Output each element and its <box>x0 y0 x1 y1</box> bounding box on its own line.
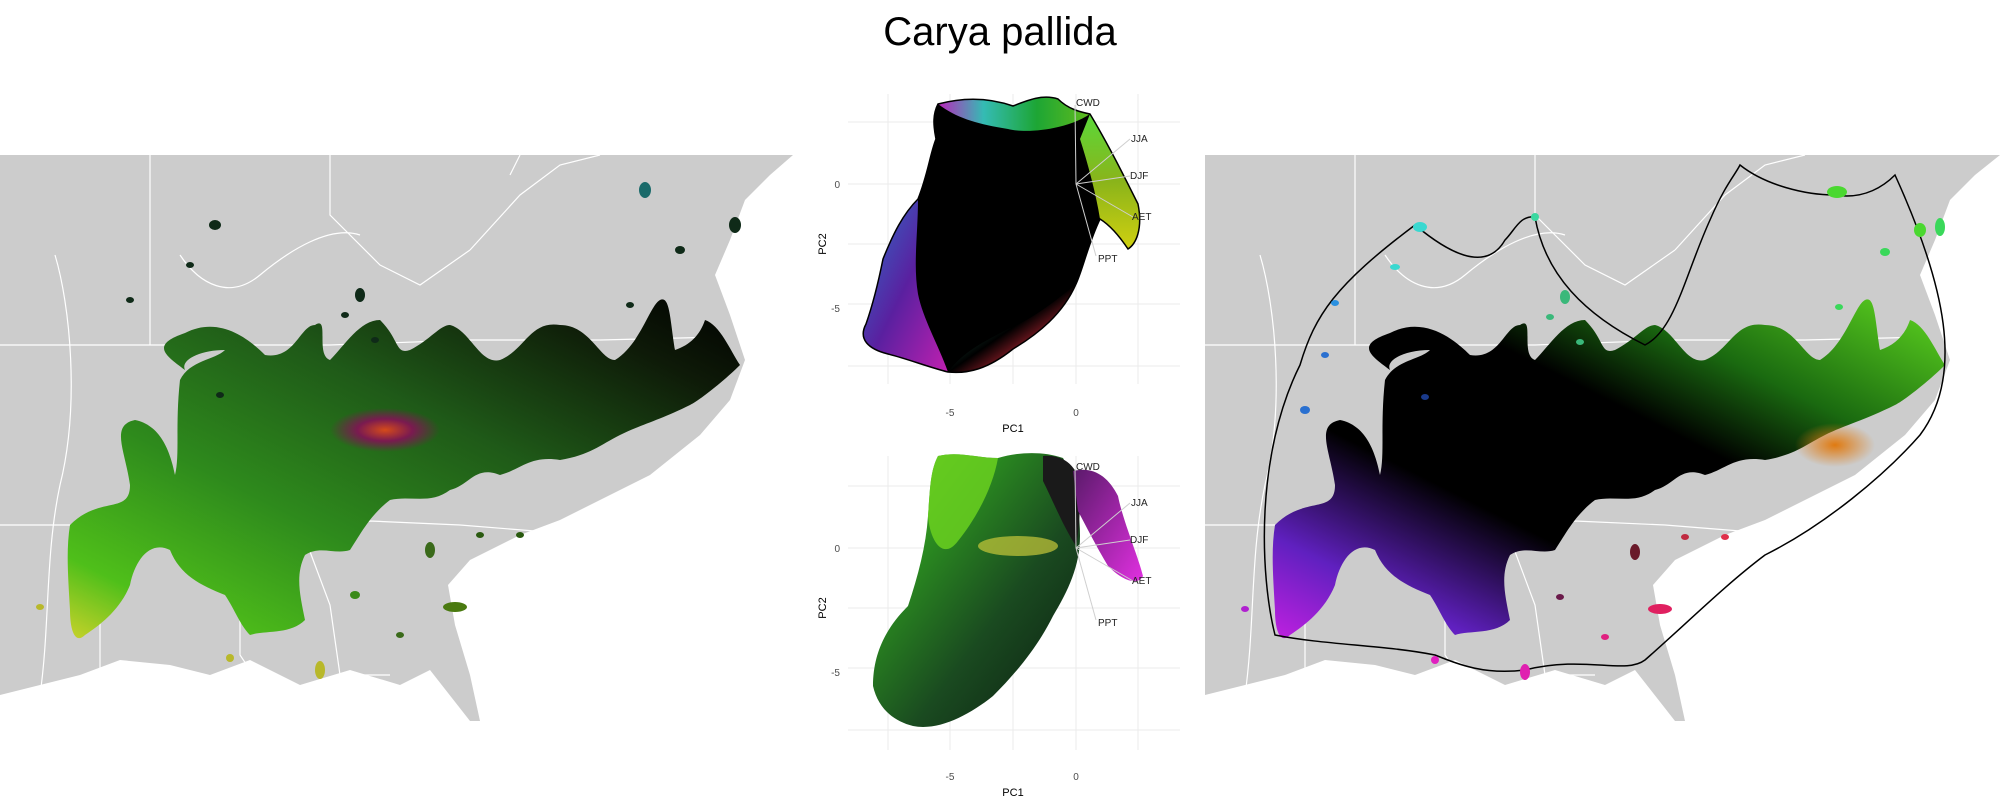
vector-label-cwd-bottom: CWD <box>1076 462 1100 473</box>
pca-top-panel: CWD JJA DJF AET PPT -5 0 0 -5 PC1 PC2 <box>818 84 1190 434</box>
loading-vectors-top <box>1074 104 1134 257</box>
figure-title: Carya pallida <box>883 10 1117 54</box>
vector-label-jja: JJA <box>1131 134 1148 145</box>
pca-bottom-bright-green <box>928 454 998 550</box>
y-tick-top-neg5: -5 <box>831 304 840 315</box>
pca-top-edge-lower <box>948 284 1076 373</box>
left-map-panel <box>0 155 793 721</box>
species-range-left <box>67 299 740 639</box>
y-tick-top-0: 0 <box>834 180 840 191</box>
outlier-patches-right <box>1241 186 1945 680</box>
vector-label-ppt: PPT <box>1098 254 1117 265</box>
species-range-right <box>1272 299 1945 639</box>
pca-bottom-dark-cluster <box>1043 455 1080 546</box>
left-map <box>0 155 793 721</box>
y-axis-label-top: PC2 <box>818 233 829 254</box>
range-hotspot <box>330 408 440 452</box>
pca-bottom-yellow-band <box>978 536 1058 556</box>
x-axis-label-top: PC1 <box>1002 423 1023 434</box>
vector-label-aet: AET <box>1132 212 1151 223</box>
loading-vectors-bottom <box>1074 468 1134 621</box>
y-axis-label-bottom: PC2 <box>818 597 829 618</box>
vector-label-djf: DJF <box>1130 171 1148 182</box>
x-tick-bottom-neg5: -5 <box>946 772 955 783</box>
pca-bottom-purple-cluster <box>1073 469 1143 582</box>
atlantic-ocean <box>448 155 793 721</box>
pca-cloud-bottom <box>873 453 1080 727</box>
pca-top-plot: CWD JJA DJF AET PPT -5 0 0 -5 PC1 PC2 <box>818 94 1180 434</box>
pca-bottom-panel: CWD JJA DJF AET PPT -5 0 0 -5 PC1 PC2 <box>818 446 1190 800</box>
right-map-panel <box>1205 155 2000 721</box>
pca-top-edge-right <box>1080 114 1140 249</box>
vector-label-jja-bottom: JJA <box>1131 498 1148 509</box>
vector-label-djf-bottom: DJF <box>1130 535 1148 546</box>
vector-label-aet-bottom: AET <box>1132 576 1151 587</box>
right-map <box>1205 155 2000 721</box>
range-orange-zone <box>1795 423 1875 467</box>
x-tick-top-neg5: -5 <box>946 408 955 419</box>
pca-cloud-top <box>863 97 1140 373</box>
outlier-patches-left <box>36 182 741 679</box>
pca-top-edge-left <box>863 199 948 372</box>
pca-hull-top <box>862 96 1141 374</box>
pca-bottom-plot: CWD JJA DJF AET PPT -5 0 0 -5 PC1 PC2 <box>818 453 1180 799</box>
x-axis-label-bottom: PC1 <box>1002 787 1023 799</box>
pca-top-edge-upper <box>938 97 1090 131</box>
x-tick-top-0: 0 <box>1073 408 1079 419</box>
y-tick-bottom-0: 0 <box>834 544 840 555</box>
x-tick-bottom-0: 0 <box>1073 772 1079 783</box>
vector-label-cwd: CWD <box>1076 98 1100 109</box>
y-tick-bottom-neg5: -5 <box>831 668 840 679</box>
vector-label-ppt-bottom: PPT <box>1098 618 1117 629</box>
atlantic-ocean-right <box>1653 155 2000 721</box>
